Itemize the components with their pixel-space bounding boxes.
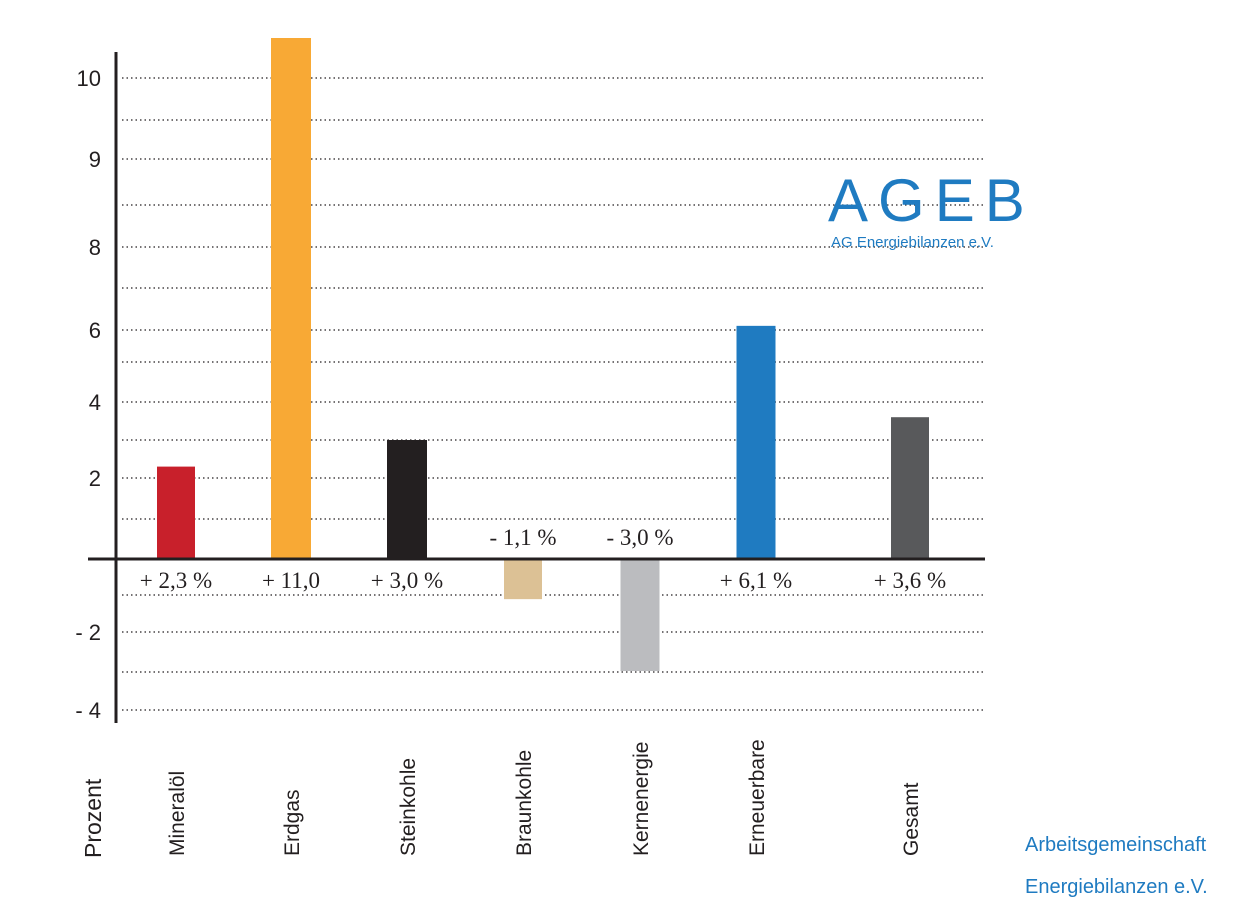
category-label: Erneuerbare [746,739,769,856]
bar [271,38,311,559]
y-axis-label: Prozent [80,778,106,858]
bar [157,466,195,559]
y-tick-label: 4 [89,390,101,415]
data-label: - 1,1 % [489,525,556,550]
data-label: + 3,0 % [371,568,443,593]
logo-abbr: AGEB [828,167,1035,234]
y-tick-label: 6 [89,318,101,343]
data-label: + 6,1 % [720,568,792,593]
data-labels: + 2,3 % + 11,0 + 3,0 % - 1,1 % - 3,0 % + 6,1 … [140,525,946,593]
category-label: Steinkohle [397,758,420,856]
bars [157,38,929,671]
y-tick-label: 2 [89,466,101,491]
category-label: Erdgas [281,789,304,856]
category-label: Kernenergie [630,742,653,856]
category-label: Braunkohle [513,750,536,856]
footer-line-2: Energiebilanzen e.V. [1025,876,1208,898]
bar [504,559,542,600]
y-tick-label: 8 [89,235,101,260]
data-label: + 11,0 [262,568,320,593]
data-label: + 3,6 % [874,568,946,593]
data-label: + 2,3 % [140,568,212,593]
data-label: - 3,0 % [606,525,673,550]
y-tick-label: - 4 [75,698,101,723]
y-tick-label: 9 [89,147,101,172]
category-labels: Mineralöl Erdgas Steinkohle Braunkohle Kerne… [166,739,923,856]
y-tick-labels: 10 9 8 6 4 2 - 2 - 4 [75,66,101,723]
bar [387,440,427,559]
bar [620,559,660,671]
category-label: Gesamt [900,782,923,856]
y-tick-label: 10 [77,66,101,91]
bar [736,325,776,559]
bar [891,417,929,559]
logo-name: AG Energiebilanzen e.V. [831,234,994,251]
ageb-logo: AGEB AG Energiebilanzen e.V. [828,167,1035,252]
category-label: Mineralöl [166,771,189,856]
y-tick-label: - 2 [75,620,101,645]
footer-line-1: Arbeitsgemeinschaft [1025,834,1207,856]
